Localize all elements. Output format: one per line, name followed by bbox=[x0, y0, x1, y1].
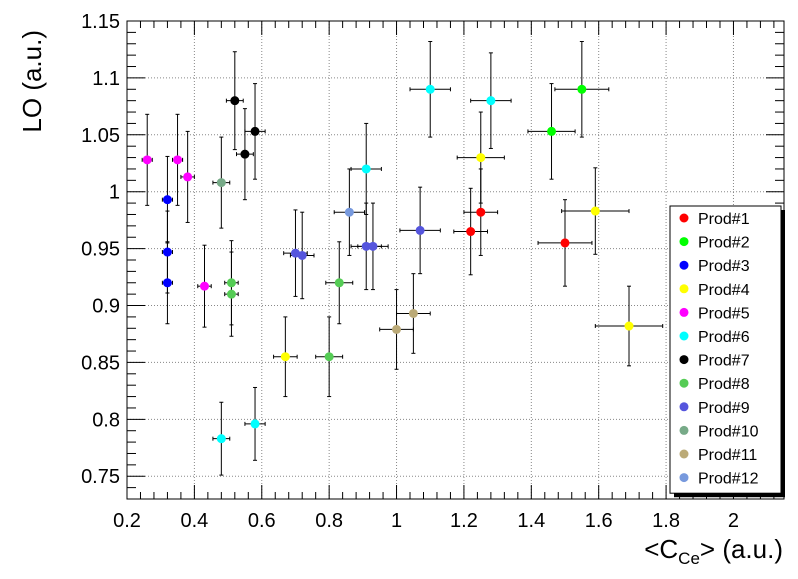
legend-label: Prod#2 bbox=[698, 235, 750, 252]
data-point bbox=[425, 84, 435, 94]
data-point bbox=[476, 207, 486, 217]
legend-box bbox=[669, 205, 782, 494]
x-tick-label: 0.4 bbox=[180, 510, 208, 532]
data-point bbox=[560, 238, 570, 248]
legend-label: Prod#8 bbox=[698, 376, 750, 393]
legend-marker bbox=[679, 307, 689, 317]
legend-label: Prod#10 bbox=[698, 423, 759, 440]
data-point bbox=[415, 225, 425, 235]
y-tick-label: 0.8 bbox=[92, 409, 120, 431]
legend-marker bbox=[679, 378, 689, 388]
data-point bbox=[577, 84, 587, 94]
legend-label: Prod#7 bbox=[698, 353, 750, 370]
data-points bbox=[142, 84, 634, 444]
y-tick-label: 1.1 bbox=[92, 68, 120, 90]
data-point bbox=[250, 126, 260, 136]
x-tick-label: 0.6 bbox=[248, 510, 276, 532]
data-point bbox=[466, 227, 476, 237]
data-point bbox=[250, 419, 260, 429]
x-axis-label: <CCe> (a.u.) bbox=[644, 534, 783, 568]
legend-label: Prod#11 bbox=[698, 447, 757, 464]
data-point bbox=[162, 195, 172, 205]
legend-marker bbox=[679, 237, 689, 247]
data-point bbox=[297, 250, 307, 260]
data-point bbox=[199, 281, 209, 291]
y-tick-label: 0.95 bbox=[81, 239, 120, 261]
legend-label: Prod#1 bbox=[698, 211, 750, 228]
x-axis-label-main: <C bbox=[644, 534, 678, 564]
legend-marker bbox=[679, 213, 689, 223]
legend-label: Prod#5 bbox=[698, 305, 750, 322]
data-point bbox=[361, 164, 371, 174]
x-tick-label: 1.8 bbox=[652, 510, 680, 532]
x-tick-label: 0.8 bbox=[315, 510, 343, 532]
x-tick-label: 1 bbox=[391, 510, 402, 532]
data-point bbox=[547, 126, 557, 136]
data-point bbox=[476, 153, 486, 163]
data-point bbox=[486, 96, 496, 106]
x-tick-label: 0.2 bbox=[113, 510, 141, 532]
x-axis-label-end: > (a.u.) bbox=[700, 534, 783, 564]
data-point bbox=[216, 178, 226, 188]
data-point bbox=[183, 172, 193, 182]
data-point bbox=[334, 278, 344, 288]
data-point bbox=[392, 324, 402, 334]
data-point bbox=[226, 278, 236, 288]
legend-marker bbox=[679, 260, 689, 270]
x-axis-label-subscript: Ce bbox=[678, 549, 700, 568]
data-point bbox=[361, 241, 371, 251]
y-tick-label: 1.15 bbox=[81, 11, 120, 33]
data-point bbox=[226, 289, 236, 299]
tick-labels: 0.2 0.4 0.6 0.8 1 1.2 1.4 1.6 1.8 2 0.75 0.8 0.85 0.9… bbox=[81, 11, 739, 532]
legend-marker bbox=[679, 284, 689, 294]
data-point bbox=[368, 241, 378, 251]
data-point bbox=[173, 155, 183, 165]
legend-label: Prod#12 bbox=[698, 471, 759, 488]
legend-label: Prod#6 bbox=[698, 329, 750, 346]
y-tick-label: 0.9 bbox=[92, 296, 120, 318]
x-tick-label: 1.2 bbox=[450, 510, 478, 532]
legend-label: Prod#9 bbox=[698, 400, 750, 417]
data-point bbox=[240, 149, 250, 159]
x-tick-label: 1.6 bbox=[585, 510, 613, 532]
legend-marker bbox=[679, 331, 689, 341]
legend-marker bbox=[679, 473, 689, 483]
data-point bbox=[230, 96, 240, 106]
data-point bbox=[624, 321, 634, 331]
legend-marker bbox=[679, 355, 689, 365]
data-point bbox=[344, 207, 354, 217]
legend-label: Prod#4 bbox=[698, 282, 750, 299]
x-tick-label: 1.4 bbox=[517, 510, 545, 532]
data-point bbox=[162, 278, 172, 288]
data-point bbox=[590, 206, 600, 216]
y-tick-label: 1.05 bbox=[81, 125, 120, 147]
data-point bbox=[408, 308, 418, 318]
legend-marker bbox=[679, 402, 689, 412]
x-tick-label: 2 bbox=[728, 510, 739, 532]
legend-marker bbox=[679, 449, 689, 459]
y-tick-label: 0.75 bbox=[81, 466, 120, 488]
y-axis-label: LO (a.u.) bbox=[17, 30, 47, 133]
legend-label: Prod#3 bbox=[698, 258, 750, 275]
data-point bbox=[324, 352, 334, 362]
legend: Prod#1 Prod#2 Prod#3 Prod#4 Prod#5 Prod#6 Prod… bbox=[669, 205, 785, 498]
data-point bbox=[280, 352, 290, 362]
data-point bbox=[216, 434, 226, 444]
y-tick-label: 0.85 bbox=[81, 352, 120, 374]
y-tick-label: 1 bbox=[109, 182, 120, 204]
data-point bbox=[162, 247, 172, 257]
legend-marker bbox=[679, 425, 689, 435]
data-point bbox=[142, 155, 152, 165]
